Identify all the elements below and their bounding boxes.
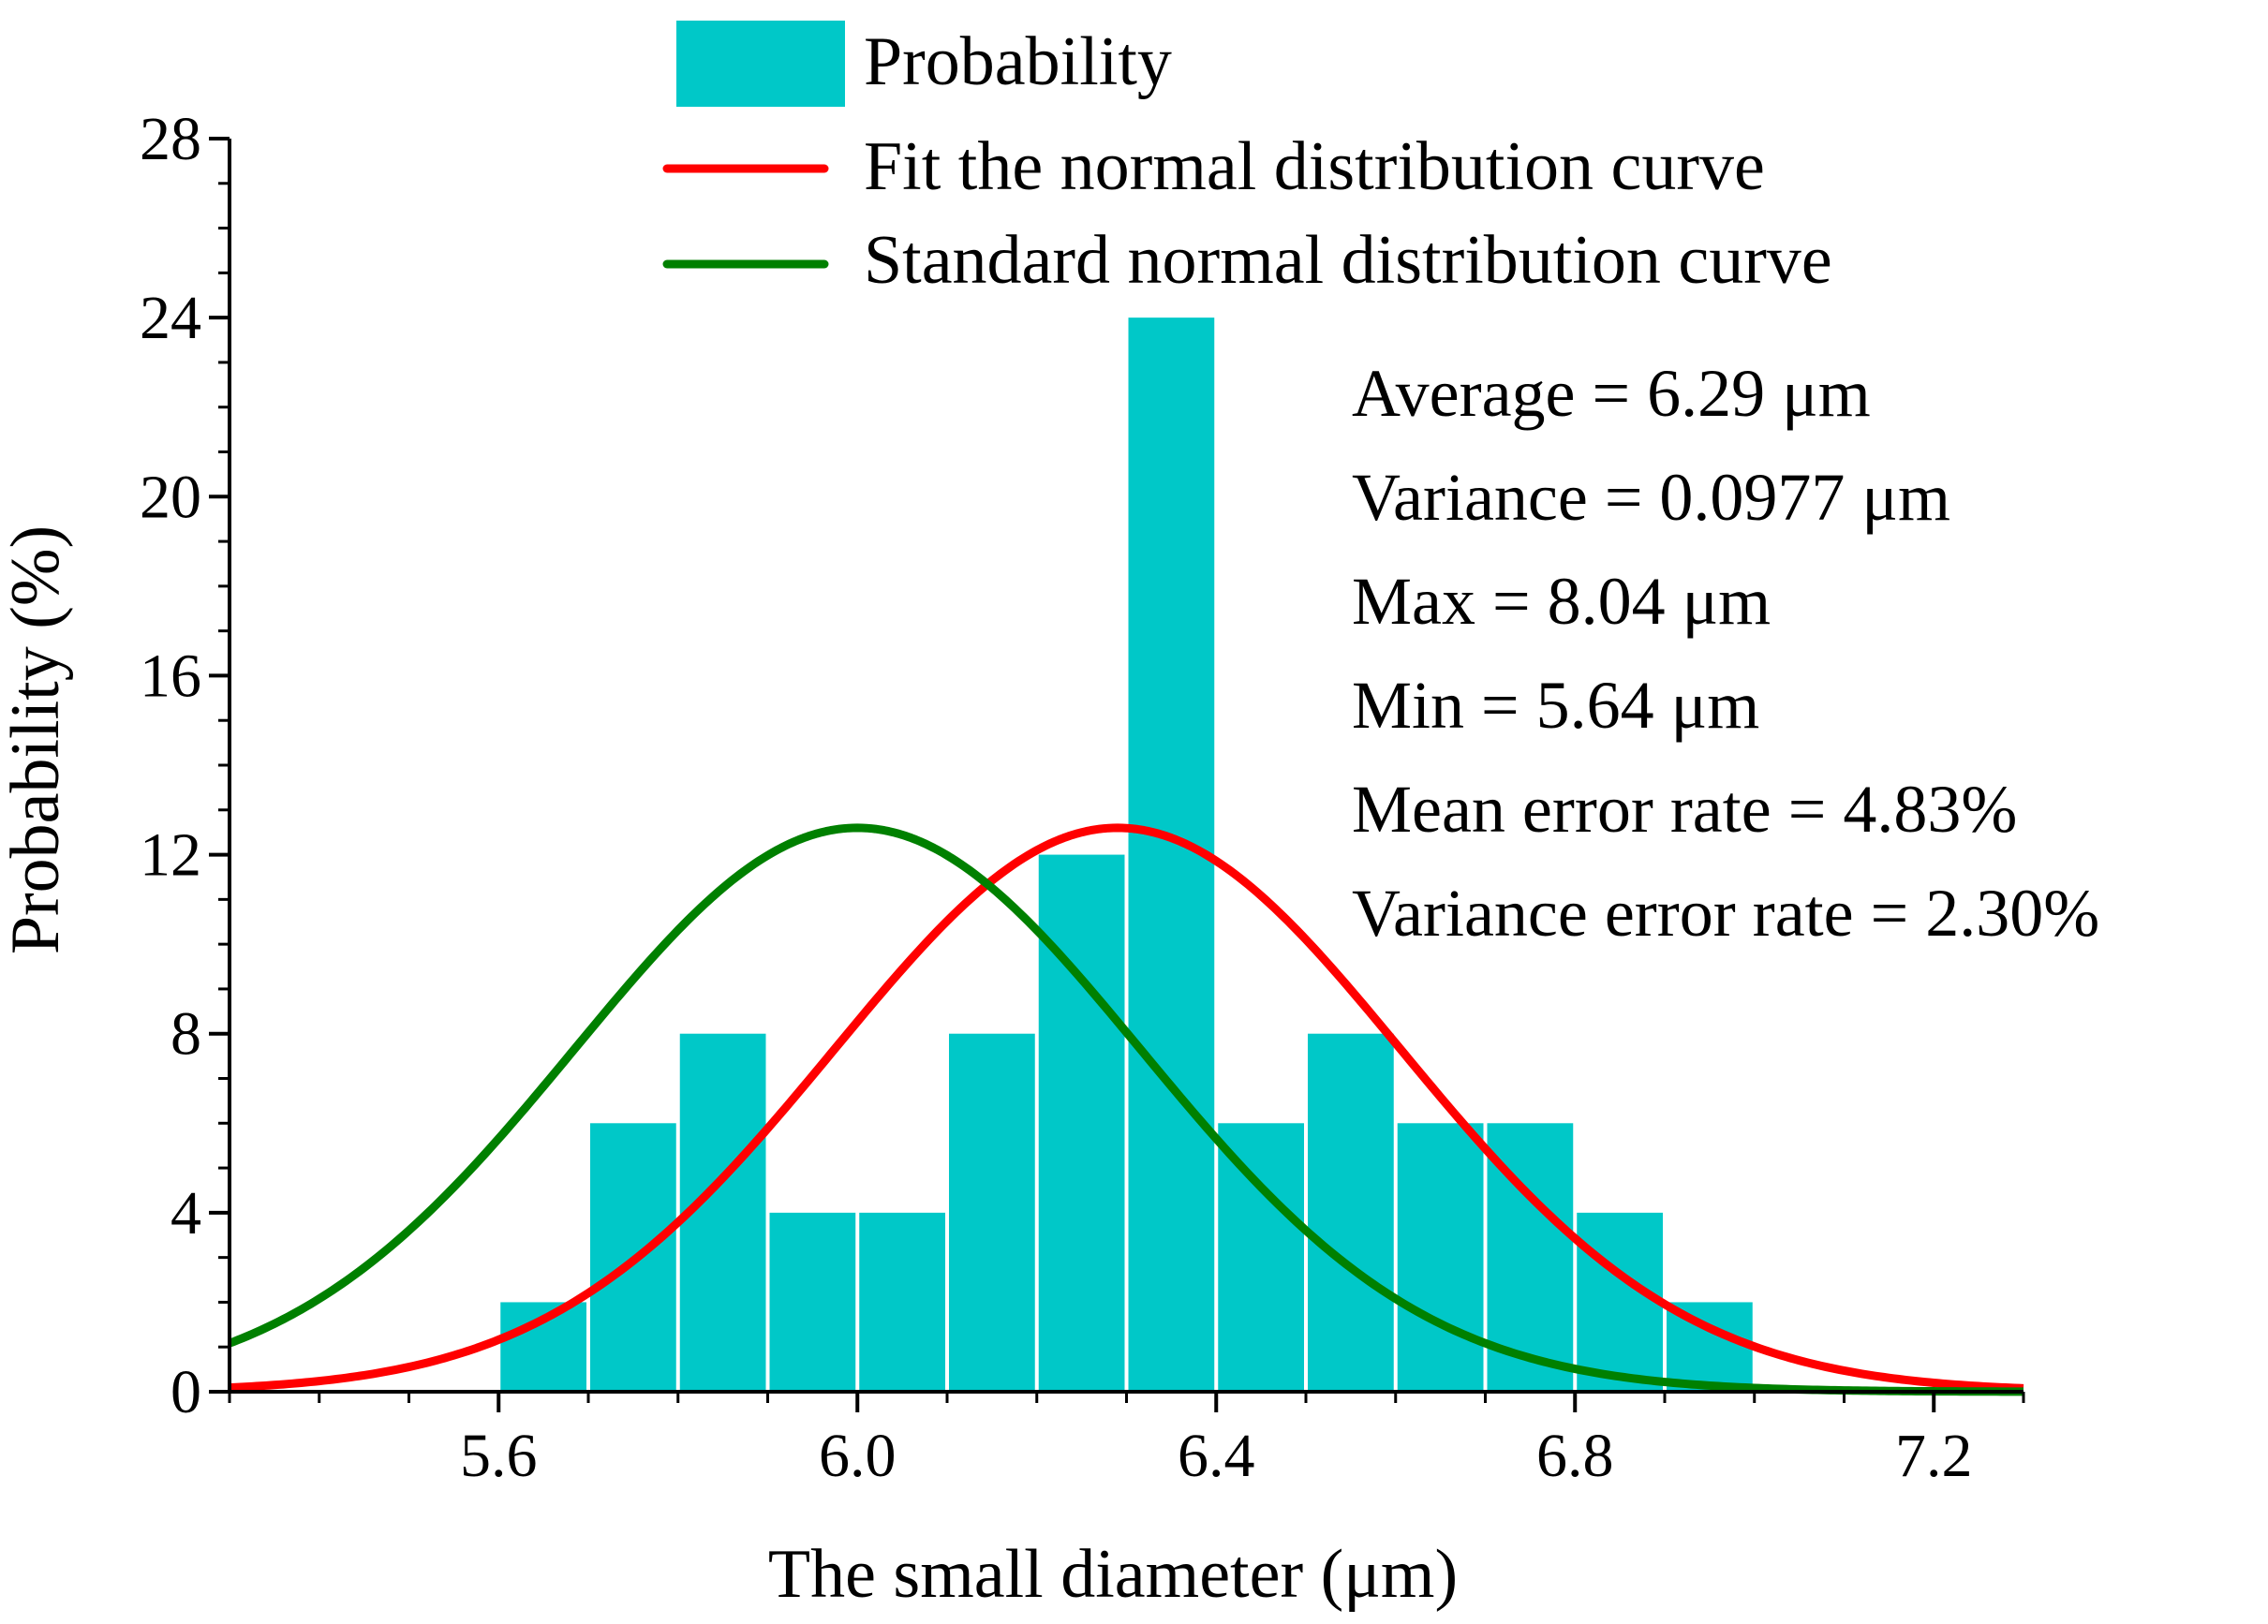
histogram-bar — [1038, 854, 1125, 1392]
stats-annotation: Mean error rate = 4.83% — [1352, 772, 2017, 847]
y-tick-label: 12 — [140, 821, 201, 890]
y-tick-label: 0 — [170, 1358, 201, 1426]
y-tick-label: 28 — [140, 105, 201, 173]
y-tick-label: 20 — [140, 463, 201, 531]
histogram-bar — [1397, 1123, 1484, 1392]
histogram-bar — [769, 1212, 856, 1392]
y-tick-label: 16 — [140, 642, 201, 710]
histogram-bar — [949, 1033, 1035, 1392]
stats-annotations: Average = 6.29 μm Variance = 0.0977 μm Max… — [1352, 356, 2099, 951]
x-tick-label: 5.6 — [460, 1422, 538, 1490]
axes-layer — [228, 139, 2023, 1394]
legend-label: Fit the normal distribution curve — [864, 128, 1765, 205]
stats-annotation: Max = 8.04 μm — [1352, 564, 1771, 639]
stats-annotation: Min = 5.64 μm — [1352, 668, 1759, 743]
stats-annotation: Variance error rate = 2.30% — [1352, 876, 2099, 951]
x-tick-label: 6.0 — [819, 1422, 897, 1490]
standard-normal-curve — [228, 823, 2024, 1396]
histogram-bar — [1218, 1123, 1304, 1392]
histogram-bar — [859, 1212, 945, 1392]
x-tick-label: 6.4 — [1178, 1422, 1255, 1490]
histogram-bar — [1577, 1212, 1663, 1392]
x-tick-label: 6.8 — [1536, 1422, 1614, 1490]
y-tick-label: 4 — [170, 1179, 201, 1248]
stats-annotation: Variance = 0.0977 μm — [1352, 460, 1950, 535]
legend-label: Standard normal distribution curve — [864, 222, 1832, 299]
curves-layer — [228, 823, 2024, 1396]
y-tick-label: 24 — [140, 284, 201, 352]
legend-label: Probability — [864, 23, 1172, 100]
legend-swatch-bar — [676, 21, 845, 107]
x-axis-title: The small diameter (μm) — [768, 1536, 1458, 1613]
y-tick-label: 8 — [170, 1000, 201, 1069]
histogram-bar — [1308, 1033, 1394, 1392]
ticks-layer: 0 4 8 12 16 20 24 28 5.6 6.0 6.4 6.8 7.2 — [140, 105, 2025, 1490]
y-axis-title: Probability (%) — [0, 525, 74, 954]
stats-annotation: Average = 6.29 μm — [1352, 356, 1871, 431]
legend: Probability Fit the normal distribution c… — [662, 21, 1832, 299]
x-tick-label: 7.2 — [1895, 1422, 1973, 1490]
fit-normal-curve — [229, 823, 2024, 1393]
bars-layer — [500, 317, 1753, 1393]
